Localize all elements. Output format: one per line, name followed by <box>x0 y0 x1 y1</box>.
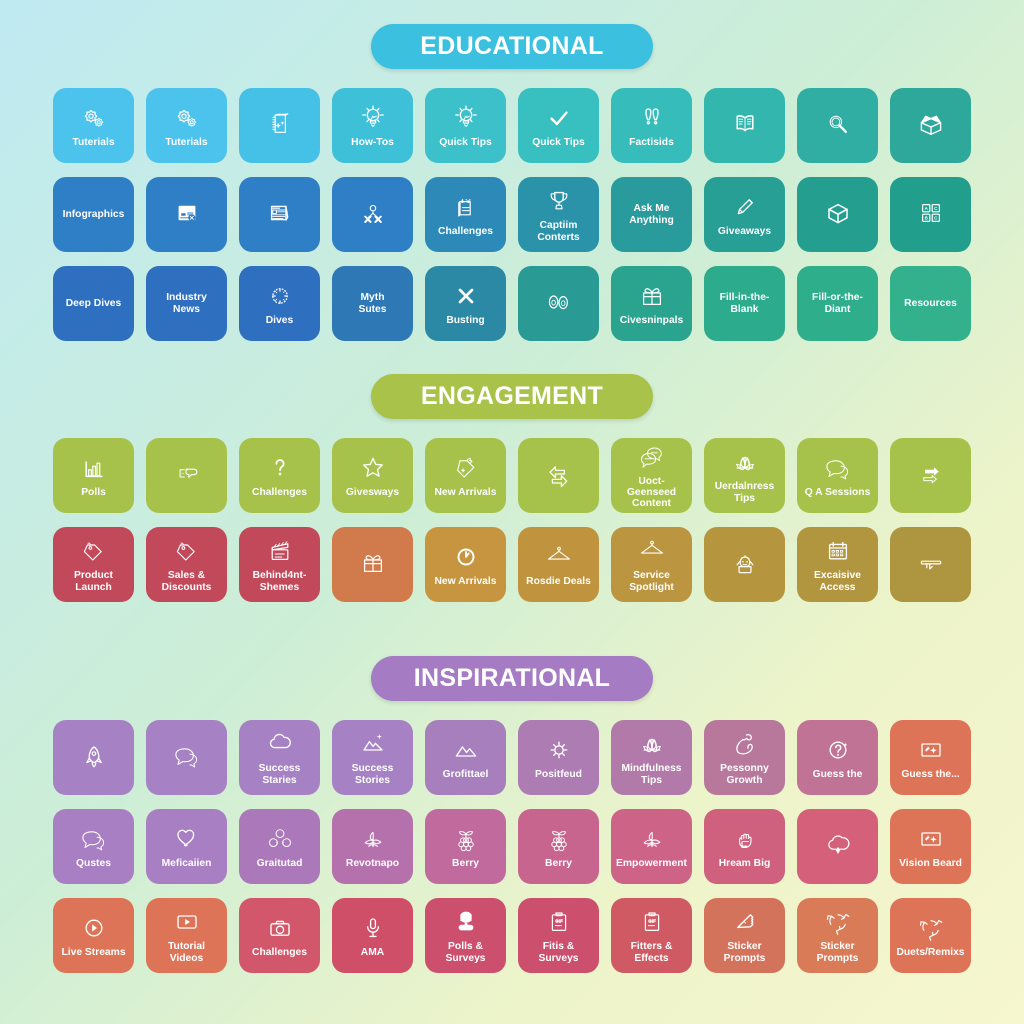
svg-text:C: C <box>934 215 938 220</box>
svg-text:C: C <box>934 206 938 211</box>
svg-text:NEWS: NEWS <box>181 206 193 211</box>
svg-text:B: B <box>924 215 928 220</box>
svg-text:A: A <box>924 206 928 211</box>
svg-text:GIF: GIF <box>648 919 656 924</box>
svg-text:GIF: GIF <box>555 919 563 924</box>
